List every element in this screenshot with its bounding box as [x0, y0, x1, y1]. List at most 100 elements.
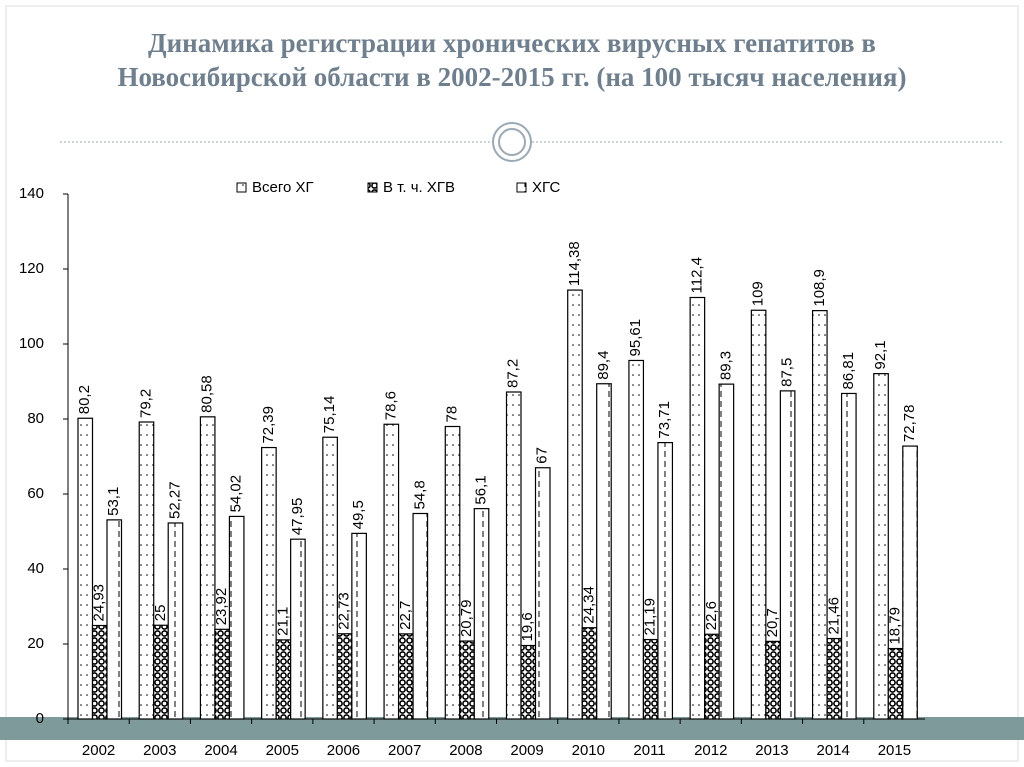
y-tick-label: 120: [19, 260, 44, 277]
bar: [840, 392, 857, 720]
value-label: 47,95: [289, 498, 306, 536]
value-label: 112,4: [688, 257, 705, 293]
value-label: 75,14: [321, 396, 338, 434]
value-label: 53,1: [105, 487, 122, 516]
bar: [397, 633, 414, 720]
bar: [596, 383, 612, 720]
bar: [873, 373, 889, 720]
y-tick-label: 0: [36, 710, 44, 727]
bar: [520, 644, 537, 720]
x-tick-label: 2014: [816, 742, 849, 759]
value-label: 80,2: [76, 385, 93, 414]
value-label: 72,78: [901, 405, 918, 443]
x-tick-label: 2005: [266, 742, 299, 759]
ornament: [498, 128, 526, 156]
value-label: 52,27: [166, 481, 183, 519]
value-label: 79,2: [137, 389, 154, 418]
bar: [567, 289, 583, 720]
y-tick-label: 20: [27, 635, 44, 652]
value-label: 22,73: [336, 592, 353, 630]
legend-label: Всего ХГ: [252, 179, 314, 196]
bar: [902, 445, 918, 720]
bar: [336, 633, 353, 720]
x-tick-label: 2006: [327, 742, 360, 759]
value-label: 78,6: [382, 391, 399, 420]
footer-band: [0, 717, 1024, 740]
bar: [91, 624, 108, 720]
x-tick-label: 2004: [204, 742, 237, 759]
value-label: 25: [152, 605, 169, 622]
bar: [505, 391, 522, 720]
value-label: 23,92: [213, 588, 230, 626]
value-label: 21,1: [274, 607, 291, 636]
legend-swatch: [367, 182, 378, 193]
value-label: 56,1: [473, 475, 490, 504]
value-label: 24,93: [91, 584, 108, 622]
bar: [459, 640, 475, 720]
x-tick-label: 2013: [755, 742, 788, 759]
value-label: 87,2: [505, 359, 522, 388]
bar: [275, 639, 292, 720]
x-tick-label: 2003: [143, 742, 176, 759]
value-label: 86,81: [840, 352, 857, 390]
value-label: 78: [444, 406, 461, 423]
value-label: 20,79: [458, 599, 475, 637]
value-label: 89,3: [717, 351, 734, 380]
bar: [811, 310, 828, 720]
bar: [887, 647, 904, 720]
bar: [704, 633, 720, 720]
x-tick-label: 2007: [388, 742, 421, 759]
value-label: 114,38: [566, 241, 583, 286]
bar: [718, 383, 735, 720]
x-tick-label: 2010: [572, 742, 605, 759]
slide-frame: [5, 5, 1019, 762]
value-label: 54,8: [411, 480, 428, 509]
bar: [261, 446, 277, 720]
y-tick-label: 60: [27, 485, 44, 502]
bar: [826, 637, 843, 720]
value-label: 95,61: [627, 319, 644, 357]
legend-label: В т. ч. ХГВ: [383, 179, 455, 196]
x-tick-label: 2011: [633, 742, 665, 759]
bar: [106, 519, 123, 720]
y-tick-label: 140: [19, 185, 44, 202]
bar: [765, 640, 781, 720]
value-label: 87,5: [779, 358, 796, 387]
bar: [138, 421, 155, 720]
value-label: 20,7: [764, 608, 781, 637]
bar: [689, 296, 706, 720]
bar: [77, 417, 94, 720]
bar: [581, 627, 598, 720]
bar: [779, 390, 796, 720]
value-label: 108,9: [811, 269, 828, 307]
value-label: 92,1: [872, 340, 889, 369]
value-label: 89,4: [595, 351, 612, 380]
bar: [750, 309, 767, 720]
value-label: 19,6: [519, 612, 536, 641]
x-tick-label: 2009: [510, 742, 543, 759]
bar: [167, 522, 184, 720]
y-tick-label: 80: [27, 410, 44, 427]
bar: [534, 467, 551, 720]
y-tick-label: 100: [19, 335, 44, 352]
x-tick-label: 2008: [449, 742, 482, 759]
value-label: 21,19: [642, 598, 659, 636]
bar: [322, 436, 338, 720]
x-tick-label: 2002: [82, 742, 115, 759]
chart-title: Динамика регистрации хронических вирусны…: [117, 28, 907, 92]
bar: [199, 416, 216, 720]
value-label: 22,6: [703, 601, 720, 630]
bar: [473, 508, 490, 720]
value-label: 109: [750, 281, 767, 306]
bar: [153, 624, 169, 720]
bar: [657, 441, 674, 720]
x-tick-label: 2012: [694, 742, 727, 759]
bar: [642, 638, 659, 720]
value-label: 72,39: [260, 406, 277, 444]
bar: [412, 512, 429, 720]
bar: [228, 515, 245, 720]
legend-label: ХГС: [532, 179, 560, 196]
value-label: 18,79: [887, 607, 904, 645]
